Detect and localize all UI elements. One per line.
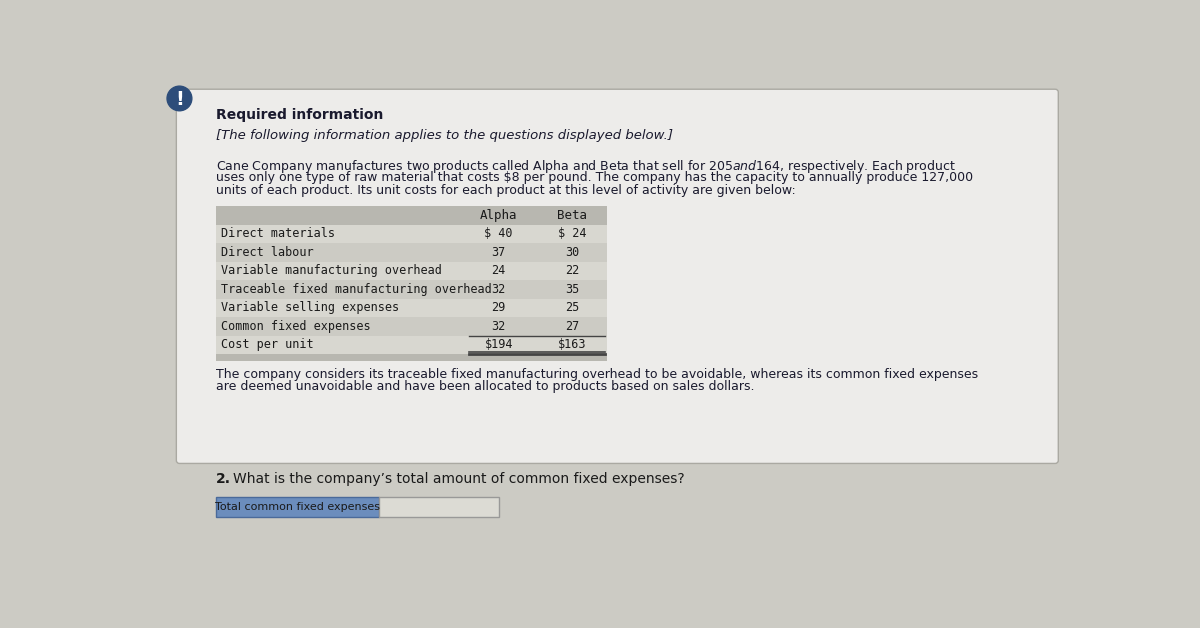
- Text: 22: 22: [565, 264, 580, 278]
- Text: Common fixed expenses: Common fixed expenses: [221, 320, 370, 333]
- Bar: [216, 317, 607, 335]
- Bar: [216, 225, 607, 243]
- Text: [The following information applies to the questions displayed below.]: [The following information applies to th…: [216, 129, 673, 143]
- Text: 32: 32: [492, 320, 506, 333]
- Text: uses only one type of raw material that costs $8 per pound. The company has the : uses only one type of raw material that …: [216, 171, 973, 184]
- Text: Cane Company manufactures two products called Alpha and Beta that sell for $205 : Cane Company manufactures two products c…: [216, 158, 956, 175]
- Text: Cost per unit: Cost per unit: [221, 338, 313, 351]
- Bar: [216, 206, 607, 225]
- Text: What is the company’s total amount of common fixed expenses?: What is the company’s total amount of co…: [233, 472, 684, 486]
- Text: 2.: 2.: [216, 472, 230, 486]
- Text: units of each product. Its unit costs for each product at this level of activity: units of each product. Its unit costs fo…: [216, 184, 796, 197]
- Text: Traceable fixed manufacturing overhead: Traceable fixed manufacturing overhead: [221, 283, 491, 296]
- Text: Alpha: Alpha: [480, 209, 517, 222]
- Bar: [216, 299, 607, 317]
- Bar: [216, 335, 607, 354]
- Text: Total common fixed expenses: Total common fixed expenses: [215, 502, 379, 512]
- FancyBboxPatch shape: [176, 89, 1058, 463]
- Text: Variable selling expenses: Variable selling expenses: [221, 301, 398, 315]
- Text: 27: 27: [565, 320, 580, 333]
- Text: 35: 35: [565, 283, 580, 296]
- Circle shape: [167, 86, 192, 111]
- Text: 25: 25: [565, 301, 580, 315]
- Text: 32: 32: [492, 283, 506, 296]
- Bar: [216, 280, 607, 299]
- Text: 37: 37: [492, 246, 506, 259]
- Text: Direct materials: Direct materials: [221, 227, 335, 241]
- Text: 30: 30: [565, 246, 580, 259]
- Text: $194: $194: [485, 338, 514, 351]
- Text: !: !: [175, 90, 184, 109]
- Text: Variable manufacturing overhead: Variable manufacturing overhead: [221, 264, 442, 278]
- Bar: [216, 243, 607, 262]
- Text: 29: 29: [492, 301, 506, 315]
- Bar: [216, 262, 607, 280]
- Text: Beta: Beta: [557, 209, 587, 222]
- Bar: [216, 354, 607, 362]
- Bar: [216, 497, 379, 517]
- Text: $ 24: $ 24: [558, 227, 587, 241]
- Bar: [379, 497, 499, 517]
- Text: 24: 24: [492, 264, 506, 278]
- Text: $ 40: $ 40: [485, 227, 514, 241]
- Text: are deemed unavoidable and have been allocated to products based on sales dollar: are deemed unavoidable and have been all…: [216, 381, 755, 393]
- Text: $163: $163: [558, 338, 587, 351]
- Text: Direct labour: Direct labour: [221, 246, 313, 259]
- Text: Required information: Required information: [216, 107, 383, 122]
- Text: The company considers its traceable fixed manufacturing overhead to be avoidable: The company considers its traceable fixe…: [216, 368, 978, 381]
